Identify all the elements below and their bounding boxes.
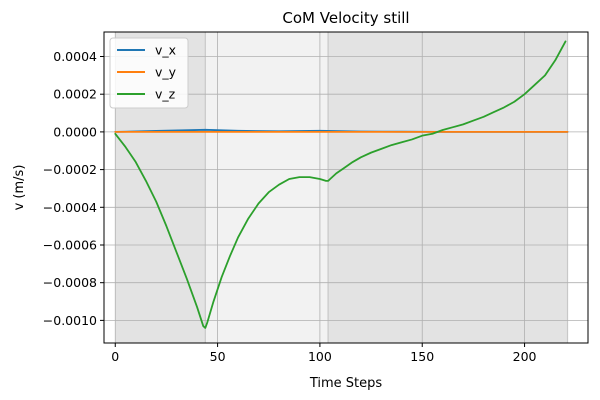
x-tick-label-1: 0	[111, 349, 119, 364]
legend-box	[109, 37, 189, 109]
y-tick-label-8: −0.0010	[43, 313, 97, 328]
legend: v_x v_y v_z	[109, 37, 189, 109]
x-axis-label: Time Steps	[309, 376, 383, 391]
shaded-region-2	[205, 32, 329, 343]
y-tick-label-7: −0.0008	[43, 275, 97, 290]
legend-label-v-z: v_z	[155, 87, 176, 102]
series-line-v-z	[114, 40, 567, 329]
x-tick-label-4: 150	[410, 349, 434, 364]
y-tick-label-6: −0.0006	[43, 237, 97, 252]
x-tick-label-3: 100	[308, 349, 332, 364]
y-tick-label-3: 0.0000	[53, 124, 97, 139]
y-tick-label-1: 0.0004	[53, 49, 97, 64]
legend-label-v-y: v_y	[155, 65, 177, 80]
x-axis-ticks: 0 50 100 150 200	[111, 343, 537, 364]
y-tick-label-2: 0.0002	[53, 87, 97, 102]
legend-label-v-x: v_x	[155, 43, 176, 58]
x-tick-label-2: 50	[210, 349, 226, 364]
phase-boundary-lines	[204, 32, 569, 343]
x-tick-label-5: 200	[513, 349, 537, 364]
y-axis-label: v (m/s)	[12, 165, 27, 211]
y-tick-label-4: −0.0002	[43, 162, 97, 177]
chart-title: CoM Velocity still	[282, 9, 409, 27]
y-tick-label-5: −0.0004	[43, 200, 97, 215]
shaded-phase-regions	[115, 32, 568, 343]
y-axis-ticks: 0.0004 0.0002 0.0000 −0.0002 −0.0004 −0.0006 −…	[43, 49, 104, 328]
series-lines	[114, 40, 569, 329]
plot-frame	[103, 31, 589, 344]
shaded-region-3	[328, 32, 568, 343]
